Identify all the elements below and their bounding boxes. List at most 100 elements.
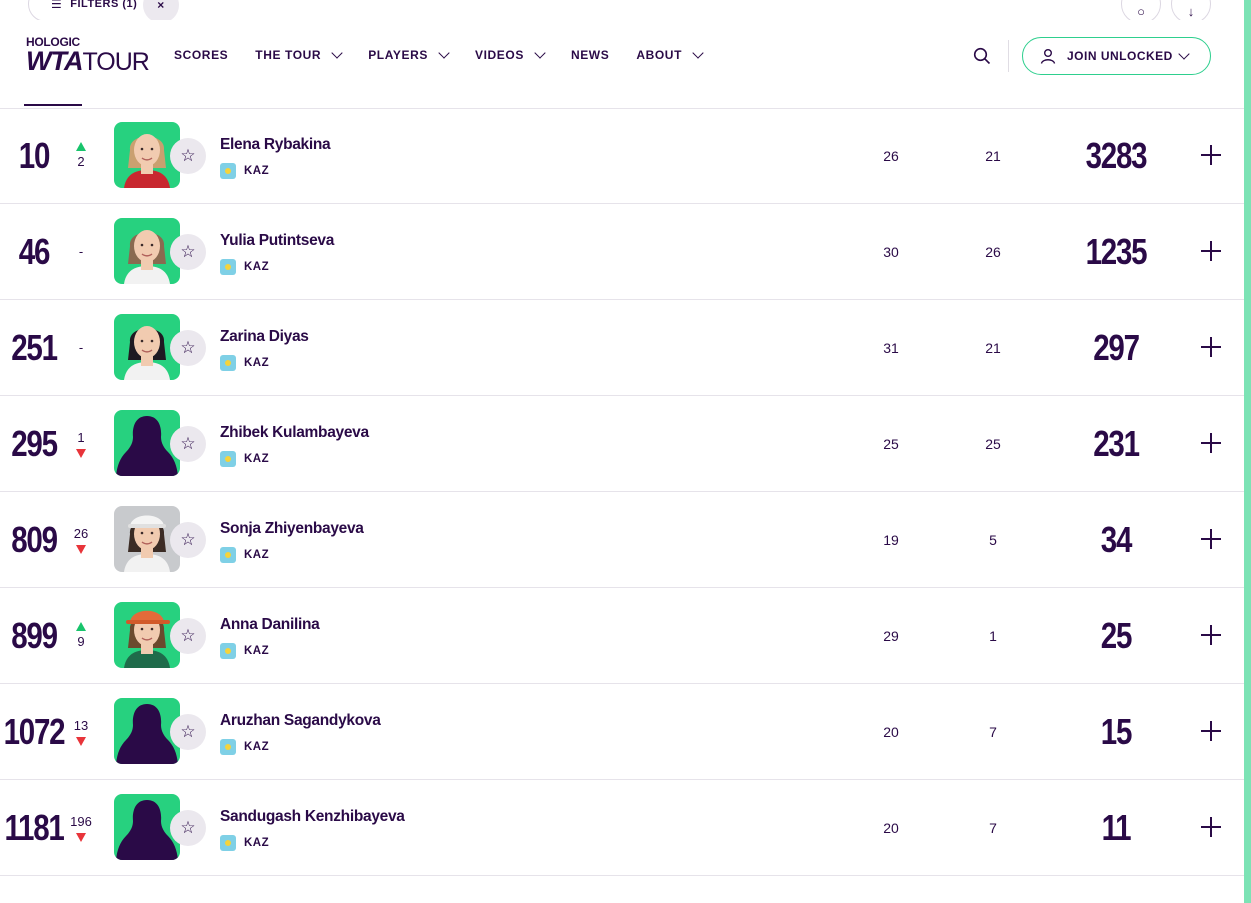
player-rank: 809 <box>11 518 58 560</box>
player-photo[interactable] <box>114 698 180 764</box>
favorite-star-button[interactable]: ☆ <box>170 714 206 750</box>
wta-logo[interactable]: HOLOGIC WTATOUR <box>26 35 150 76</box>
nav-item-scores[interactable]: SCORES <box>174 48 228 62</box>
table-row[interactable]: 295 1 ☆ Zhibek Kulambayeva KAZ 25 25 231 <box>0 396 1244 492</box>
expand-row-icon[interactable] <box>1200 336 1222 358</box>
player-rank: 1181 <box>4 806 64 848</box>
player-name[interactable]: Sandugash Kenzhibayeva <box>220 808 405 825</box>
rank-movement: 9 <box>60 588 102 683</box>
header-search-icon[interactable] <box>973 47 991 65</box>
table-row[interactable]: 899 9 ☆ Anna Danilina KAZ 29 1 25 <box>0 588 1244 684</box>
table-row[interactable]: 251 - ☆ Zarina Diyas KAZ 31 21 297 <box>0 300 1244 396</box>
expand-row-icon[interactable] <box>1200 720 1222 742</box>
tournaments-played: 20 <box>883 819 899 836</box>
clear-filter-icon[interactable]: × <box>143 0 179 23</box>
player-name[interactable]: Sonja Zhiyenbayeva <box>220 520 364 537</box>
player-name[interactable]: Zarina Diyas <box>220 328 309 345</box>
favorite-star-button[interactable]: ☆ <box>170 330 206 366</box>
star-icon: ☆ <box>180 530 196 549</box>
kazakhstan-flag-icon <box>220 739 236 755</box>
tournaments-played: 31 <box>883 339 899 356</box>
nav-item-the-tour[interactable]: THE TOUR <box>255 46 343 62</box>
player-name[interactable]: Zhibek Kulambayeva <box>220 424 369 441</box>
rank-move: 196 <box>70 813 92 829</box>
expand-row-icon[interactable] <box>1200 144 1222 166</box>
logo-sponsor: HOLOGIC <box>26 35 80 49</box>
expand-row-icon[interactable] <box>1200 528 1222 550</box>
chevron-down-icon <box>1178 48 1190 60</box>
player-photo[interactable] <box>114 602 180 668</box>
chevron-down-icon <box>534 46 546 59</box>
nav-item-players[interactable]: PLAYERS <box>368 46 450 62</box>
tournaments-counted: 21 <box>985 147 1001 164</box>
favorite-star-button[interactable]: ☆ <box>170 138 206 174</box>
player-photo[interactable] <box>114 122 180 188</box>
kazakhstan-flag-icon <box>220 355 236 371</box>
site-header: HOLOGIC WTATOUR SCORES THE TOUR PLAYERS VID… <box>0 20 1244 109</box>
star-icon: ☆ <box>180 338 196 357</box>
expand-row-icon[interactable] <box>1200 432 1222 454</box>
tournaments-played: 25 <box>883 435 899 452</box>
rank-movement: 1 <box>60 396 102 491</box>
nav-label: SCORES <box>174 48 229 62</box>
kazakhstan-flag-icon <box>220 835 236 851</box>
player-photo[interactable] <box>114 218 180 284</box>
player-points: 231 <box>1093 422 1140 464</box>
rank-down-icon <box>76 832 86 842</box>
search-icon: ○ <box>1137 4 1145 19</box>
nav-item-videos[interactable]: VIDEOS <box>475 46 546 62</box>
rank-up-icon <box>76 622 86 631</box>
kazakhstan-flag-icon <box>220 643 236 659</box>
favorite-star-button[interactable]: ☆ <box>170 426 206 462</box>
player-photo[interactable] <box>114 410 180 476</box>
rank-movement: 13 <box>60 684 102 779</box>
player-name[interactable]: Anna Danilina <box>220 616 320 633</box>
favorite-star-button[interactable]: ☆ <box>170 810 206 846</box>
nav-label: NEWS <box>570 48 610 62</box>
player-country: KAZ <box>220 355 269 371</box>
country-code: KAZ <box>244 837 270 849</box>
player-name[interactable]: Aruzhan Sagandykova <box>220 712 381 729</box>
rank-movement: 2 <box>60 108 102 203</box>
favorite-star-button[interactable]: ☆ <box>170 234 206 270</box>
player-photo[interactable] <box>114 506 180 572</box>
player-points: 15 <box>1100 710 1133 752</box>
nav-item-news[interactable]: NEWS <box>571 48 609 62</box>
join-unlocked-button[interactable]: JOIN UNLOCKED <box>1022 37 1211 75</box>
expand-row-icon[interactable] <box>1200 240 1222 262</box>
player-name[interactable]: Yulia Putintseva <box>220 232 335 249</box>
country-code: KAZ <box>244 453 270 465</box>
nav-label: THE TOUR <box>255 48 322 62</box>
favorite-star-button[interactable]: ☆ <box>170 618 206 654</box>
rank-movement: - <box>60 300 102 395</box>
player-name[interactable]: Elena Rybakina <box>220 136 331 153</box>
player-country: KAZ <box>220 739 269 755</box>
favorite-star-button[interactable]: ☆ <box>170 522 206 558</box>
kazakhstan-flag-icon <box>220 451 236 467</box>
rank-move: 9 <box>77 634 85 649</box>
country-code: KAZ <box>244 261 270 273</box>
player-photo[interactable] <box>114 314 180 380</box>
player-points: 297 <box>1093 326 1140 368</box>
filters-button[interactable]: ☰ FILTERS (1) × <box>28 0 179 23</box>
expand-row-icon[interactable] <box>1200 816 1222 838</box>
table-row[interactable]: 46 - ☆ Yulia Putintseva KAZ 30 26 1235 <box>0 204 1244 300</box>
table-row[interactable]: 10 2 ☆ Elena Rybakina KAZ 26 21 3283 <box>0 108 1244 204</box>
rank-movement: 196 <box>60 780 102 875</box>
table-row[interactable]: 1181 196 ☆ Sandugash Kenzhibayeva KAZ 20 7 11 <box>0 780 1244 876</box>
logo-wta: WTA <box>26 46 83 76</box>
star-icon: ☆ <box>180 146 196 165</box>
rankings-list: 10 2 ☆ Elena Rybakina KAZ 26 21 3283 46 - ☆ Yulia P… <box>0 108 1244 876</box>
nav-item-about[interactable]: ABOUT <box>636 46 704 62</box>
tournaments-played: 30 <box>883 243 899 260</box>
kazakhstan-flag-icon <box>220 163 236 179</box>
table-row[interactable]: 1072 13 ☆ Aruzhan Sagandykova KAZ 20 7 15 <box>0 684 1244 780</box>
player-points: 25 <box>1100 614 1133 656</box>
country-code: KAZ <box>244 645 270 657</box>
country-code: KAZ <box>244 549 270 561</box>
download-icon: ↓ <box>1187 4 1195 19</box>
table-row[interactable]: 809 26 ☆ Sonja Zhiyenbayeva KAZ 19 5 34 <box>0 492 1244 588</box>
expand-row-icon[interactable] <box>1200 624 1222 646</box>
player-photo[interactable] <box>114 794 180 860</box>
country-code: KAZ <box>244 357 270 369</box>
